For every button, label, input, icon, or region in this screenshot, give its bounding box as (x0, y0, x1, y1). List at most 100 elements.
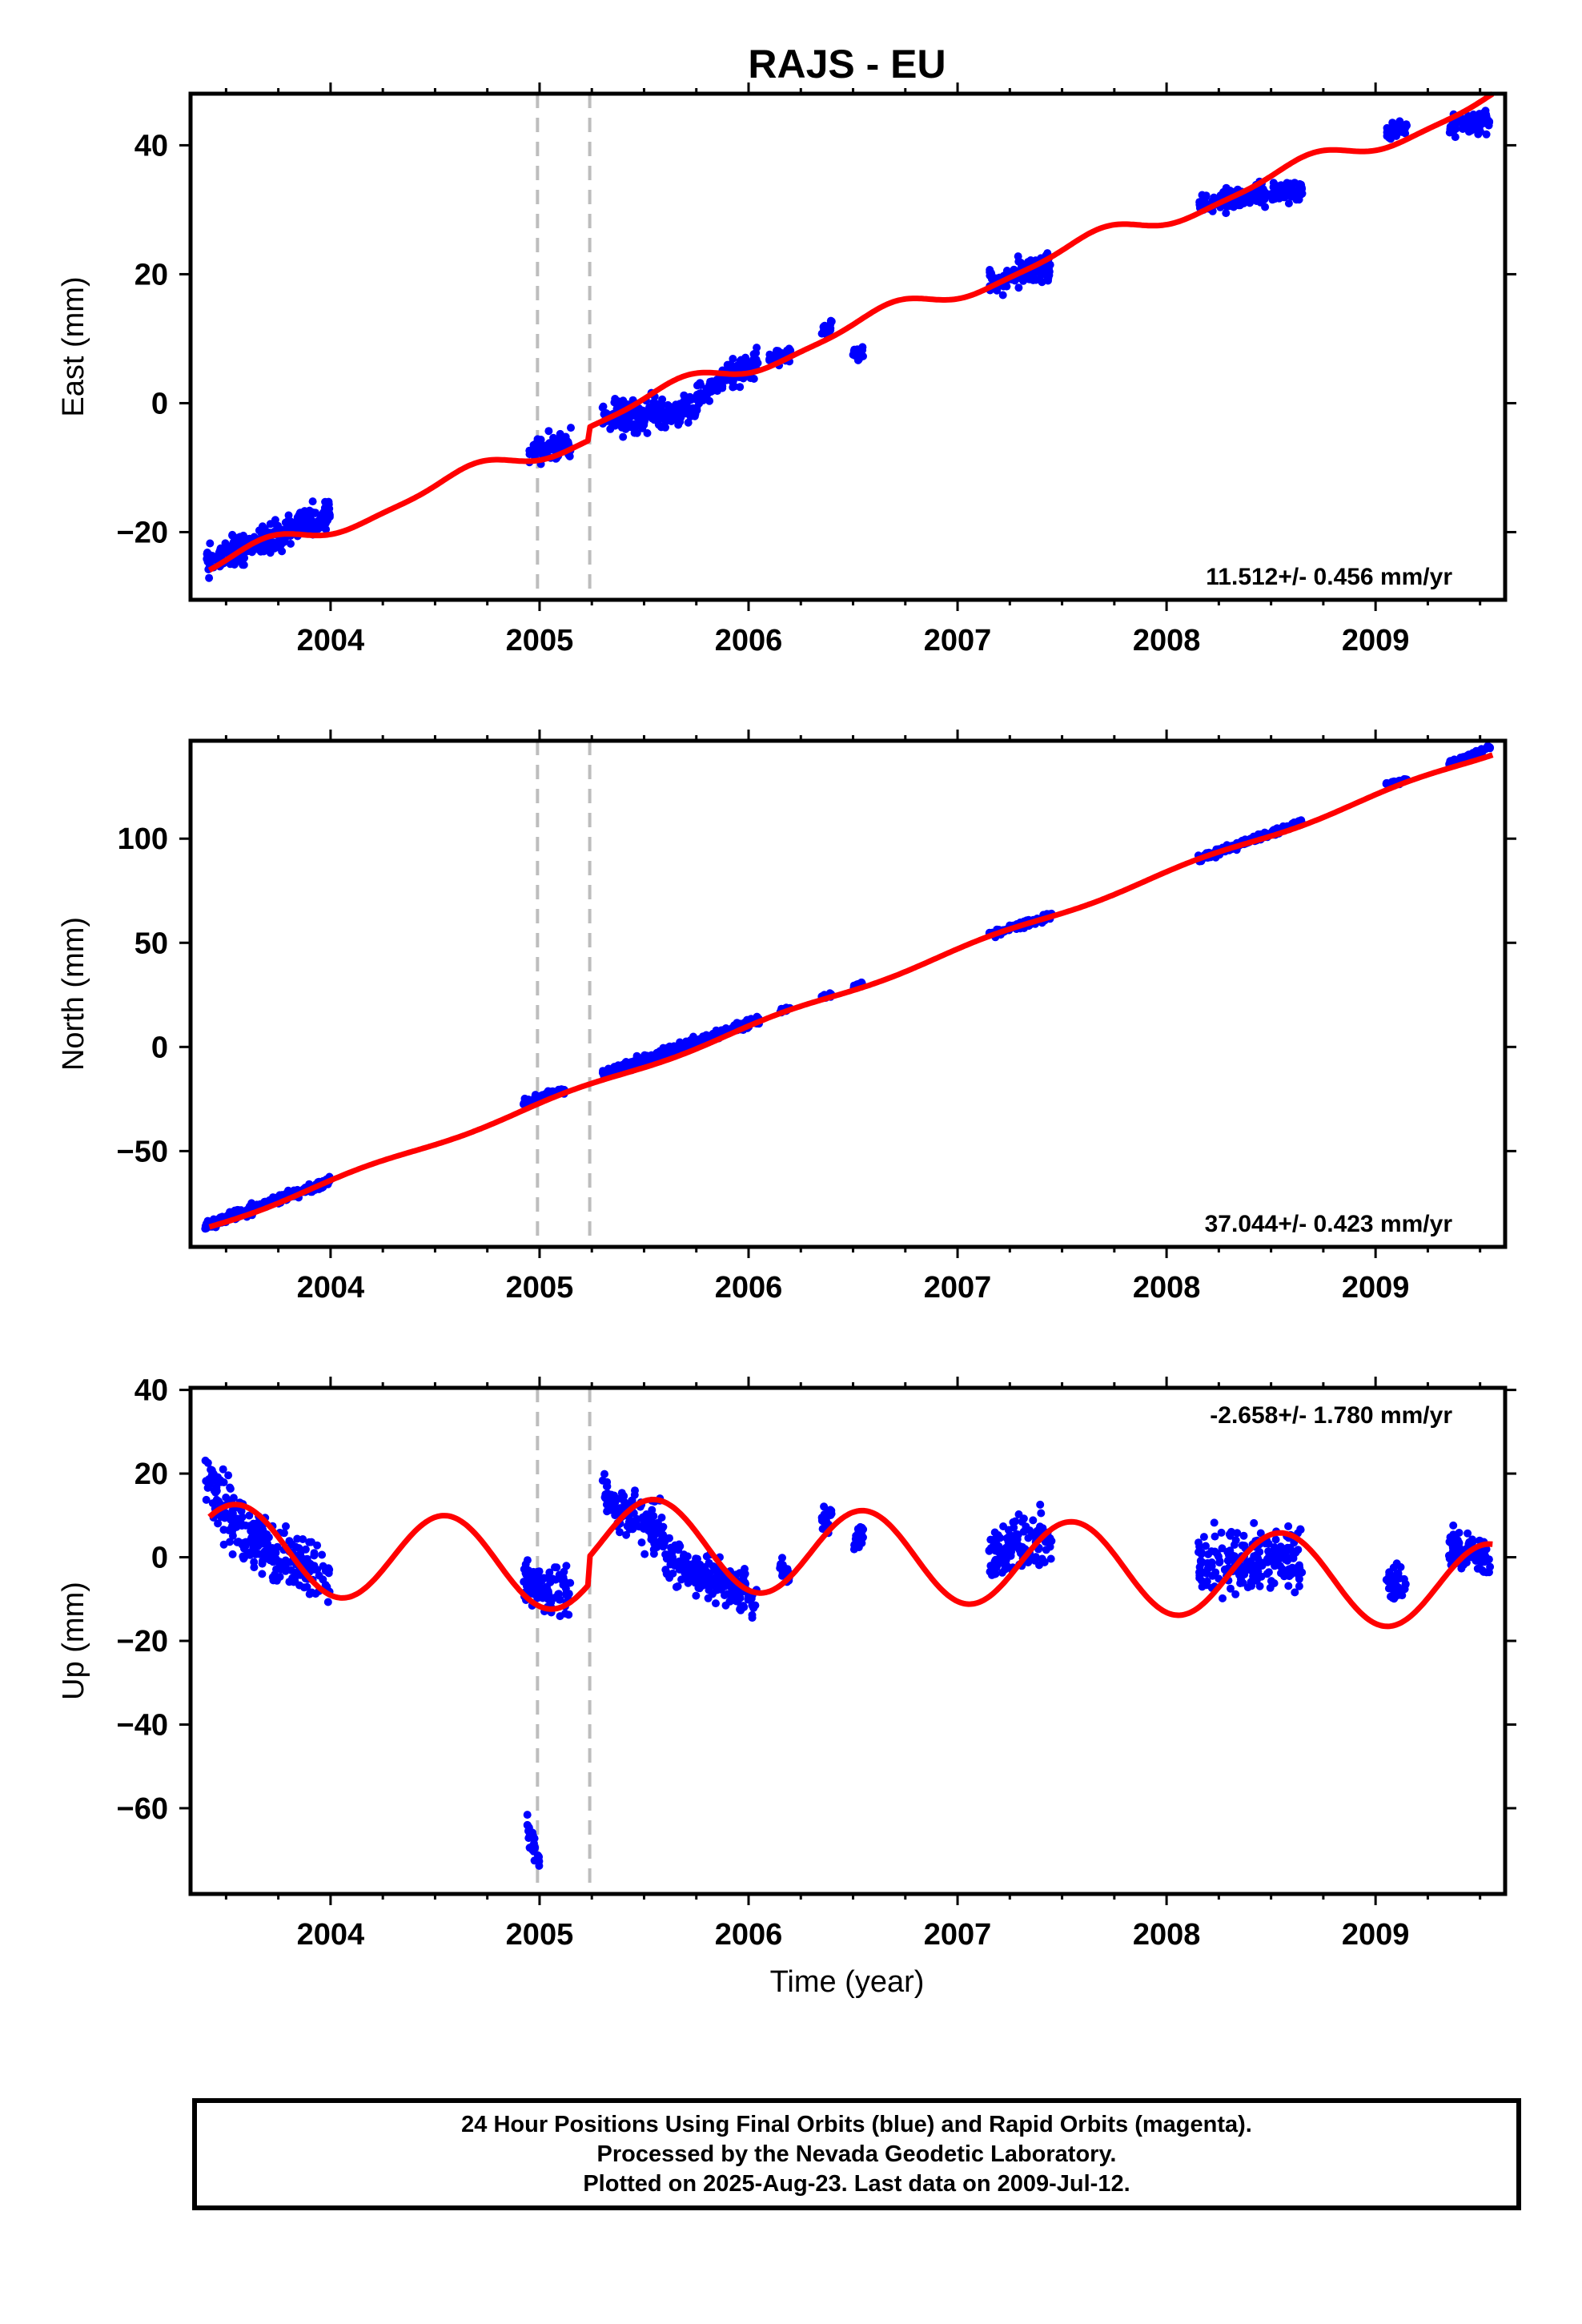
up-panel: 2004 2005 2006 2007 2008 2009 −60 −40 −20 0 20 40 Up… (57, 1374, 1516, 1952)
up-data-point (258, 1559, 267, 1568)
up-data-point (1227, 1550, 1236, 1559)
up-data-point (1291, 1588, 1299, 1597)
up-data-point (1036, 1500, 1045, 1509)
up-data-point (215, 1497, 223, 1506)
east-data-point (753, 344, 761, 352)
up-data-point (271, 1548, 280, 1557)
east-data-point (203, 554, 211, 563)
up-data-point (711, 1579, 720, 1588)
up-data-point (1384, 1573, 1393, 1582)
up-y-tick-label: 0 (151, 1542, 168, 1575)
up-data-point (699, 1581, 707, 1590)
up-data-point (647, 1530, 656, 1538)
east-y-tick-label: 0 (151, 387, 168, 420)
up-data-point (323, 1598, 332, 1606)
up-data-point (1223, 1556, 1232, 1565)
up-data-point (1047, 1537, 1056, 1546)
up-data-point (219, 1465, 227, 1474)
up-data-point (296, 1550, 305, 1558)
footnote-box: 24 Hour Positions Using Final Orbits (bl… (192, 2098, 1521, 2210)
north-data-point (689, 1032, 697, 1041)
east-data-point (1383, 131, 1391, 140)
east-data-point (564, 439, 572, 448)
up-x-tick-label: 2008 (1133, 1918, 1201, 1952)
east-data-point (1024, 258, 1032, 267)
east-data-point (295, 517, 303, 525)
up-data-point (561, 1609, 569, 1618)
up-x-tick-label: 2007 (924, 1918, 992, 1952)
east-data-point (609, 417, 618, 426)
east-data-point (1202, 191, 1211, 200)
east-data-point (707, 378, 716, 387)
up-data-point (1399, 1574, 1408, 1583)
north-y-axis-label: North (mm) (57, 917, 90, 1071)
east-data-point (640, 418, 648, 427)
east-data-point (651, 407, 660, 416)
up-data-point (556, 1595, 564, 1604)
up-data-point (558, 1577, 567, 1585)
up-data-point (1282, 1566, 1291, 1575)
up-data-point (521, 1560, 530, 1569)
east-data-point (302, 524, 311, 533)
up-data-point (1392, 1570, 1401, 1578)
east-data-point (1459, 123, 1468, 131)
up-data-point (1264, 1547, 1273, 1556)
up-y-axis-label: Up (mm) (57, 1582, 90, 1700)
up-data-point (986, 1544, 995, 1553)
up-data-point (622, 1530, 631, 1539)
east-data-point (1250, 193, 1259, 202)
up-data-point (605, 1506, 614, 1514)
east-data-point (324, 497, 333, 506)
east-data-point (1045, 267, 1054, 276)
east-data-point (1395, 117, 1404, 126)
east-data-point (615, 402, 624, 411)
up-data-point (649, 1545, 658, 1554)
east-data-point (1449, 127, 1457, 136)
up-data-point (601, 1494, 610, 1502)
up-data-point (1217, 1528, 1226, 1537)
north-data-point (521, 1097, 530, 1106)
up-y-tick-label: −20 (117, 1625, 168, 1659)
up-data-point (999, 1522, 1008, 1530)
up-data-point (250, 1558, 259, 1566)
east-data-point (658, 395, 667, 404)
east-x-tick-label: 2008 (1133, 624, 1201, 657)
up-data-point (319, 1575, 327, 1584)
up-data-point (642, 1510, 651, 1518)
north-rate-label: 37.044+/- 0.423 mm/yr (1205, 1211, 1453, 1237)
east-data-point (1284, 199, 1293, 207)
east-data-point (1038, 267, 1046, 275)
up-data-point (737, 1606, 745, 1614)
up-data-point (1210, 1518, 1219, 1527)
up-data-point (272, 1565, 280, 1574)
up-data-point (1462, 1558, 1471, 1567)
up-model-line (207, 1497, 1494, 1630)
north-panel: 2004 2005 2006 2007 2008 2009 −50 0 50 100 North (… (57, 730, 1516, 1305)
east-data-point (630, 428, 639, 437)
east-data-point (599, 402, 608, 411)
east-data-point (654, 420, 663, 429)
north-data-point (1475, 746, 1484, 755)
north-data-point (664, 1047, 673, 1056)
east-data-point (321, 516, 329, 525)
up-data-point (311, 1590, 320, 1598)
up-data-point (529, 1577, 538, 1586)
north-data-point (598, 1068, 607, 1077)
north-x-tick-label: 2006 (715, 1271, 783, 1305)
up-data-point (1268, 1556, 1277, 1565)
up-data-point (1389, 1563, 1398, 1572)
east-data-point (1464, 127, 1473, 136)
up-y-tick-label: 40 (135, 1374, 168, 1408)
up-data-point (293, 1534, 302, 1543)
up-data-point (704, 1594, 713, 1602)
east-data-point (1261, 203, 1270, 211)
up-plot-frame (188, 1385, 1508, 1896)
up-data-point (991, 1570, 1000, 1578)
up-data-point (1000, 1556, 1009, 1565)
up-data-point (854, 1536, 863, 1545)
east-x-tick-label: 2004 (297, 624, 365, 657)
up-data-point (226, 1538, 234, 1546)
east-data-point (1468, 120, 1477, 129)
up-data-point (669, 1558, 678, 1566)
up-data-point (313, 1566, 322, 1574)
